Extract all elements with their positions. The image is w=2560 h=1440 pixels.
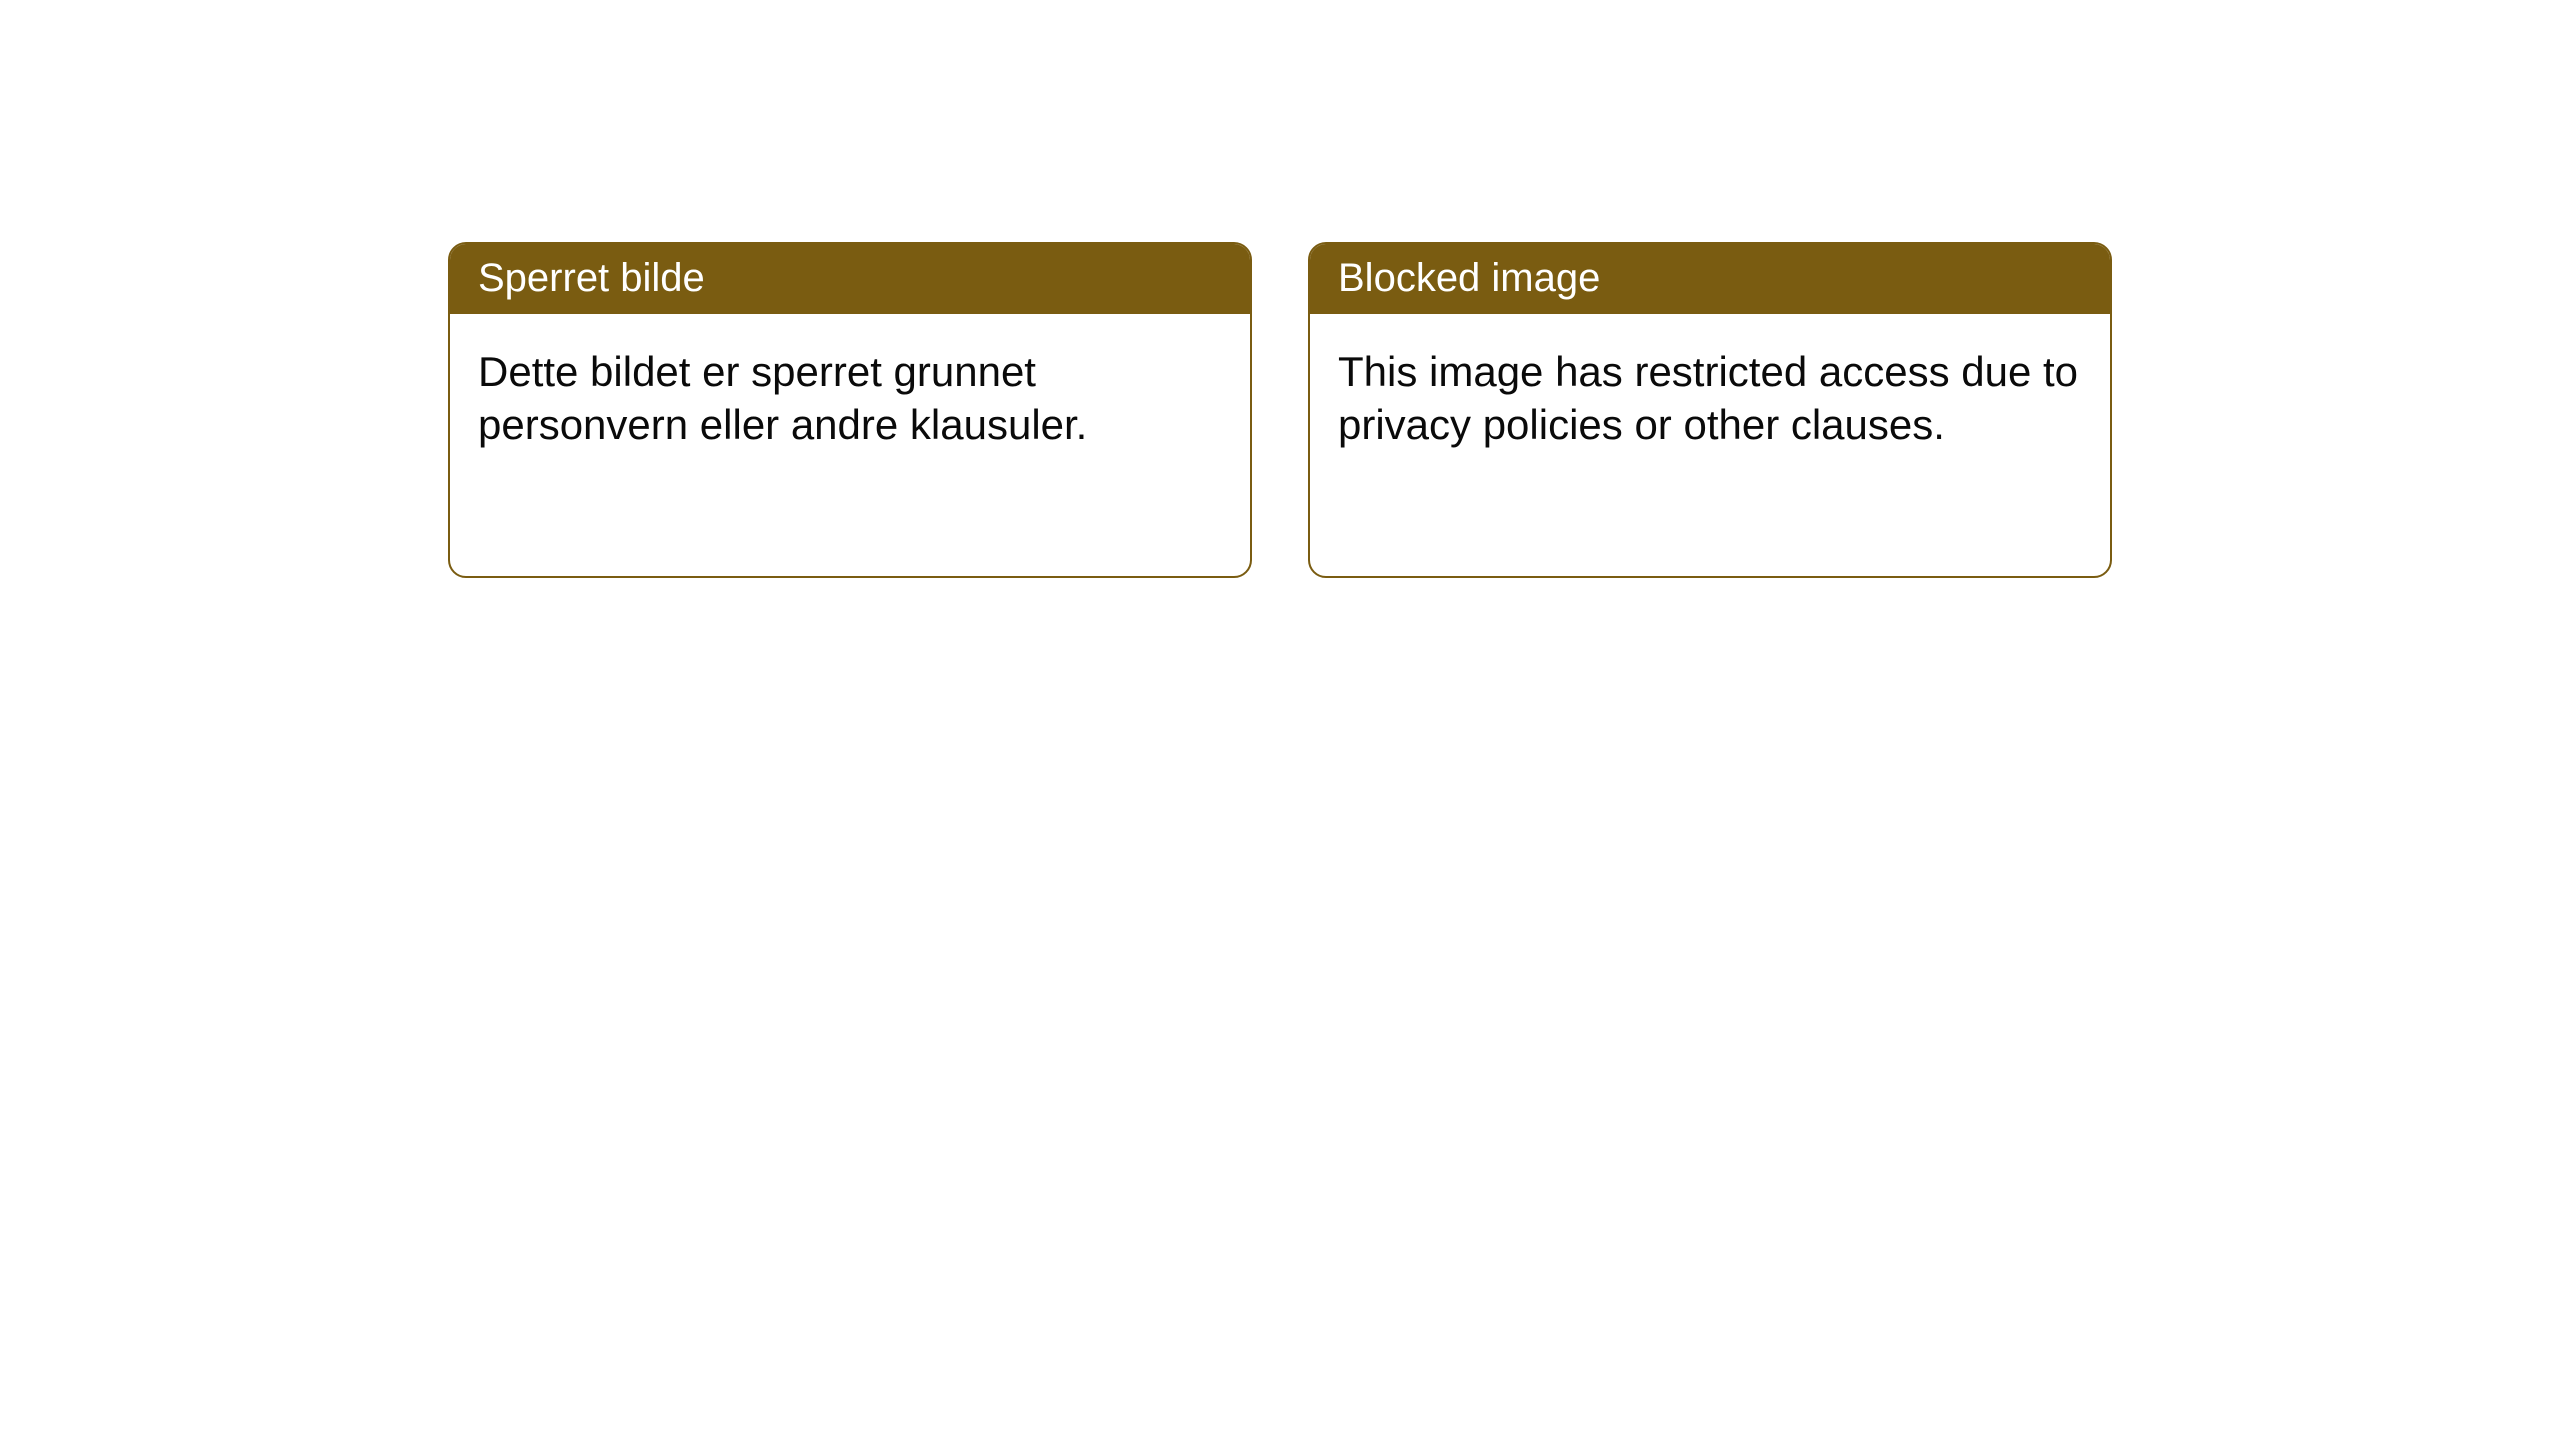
notice-card-english: Blocked image This image has restricted … bbox=[1308, 242, 2112, 578]
notice-body-norwegian: Dette bildet er sperret grunnet personve… bbox=[450, 314, 1250, 483]
notice-header-norwegian: Sperret bilde bbox=[450, 244, 1250, 314]
notice-card-norwegian: Sperret bilde Dette bildet er sperret gr… bbox=[448, 242, 1252, 578]
notice-body-english: This image has restricted access due to … bbox=[1310, 314, 2110, 483]
notice-header-english: Blocked image bbox=[1310, 244, 2110, 314]
notice-container: Sperret bilde Dette bildet er sperret gr… bbox=[0, 0, 2560, 578]
